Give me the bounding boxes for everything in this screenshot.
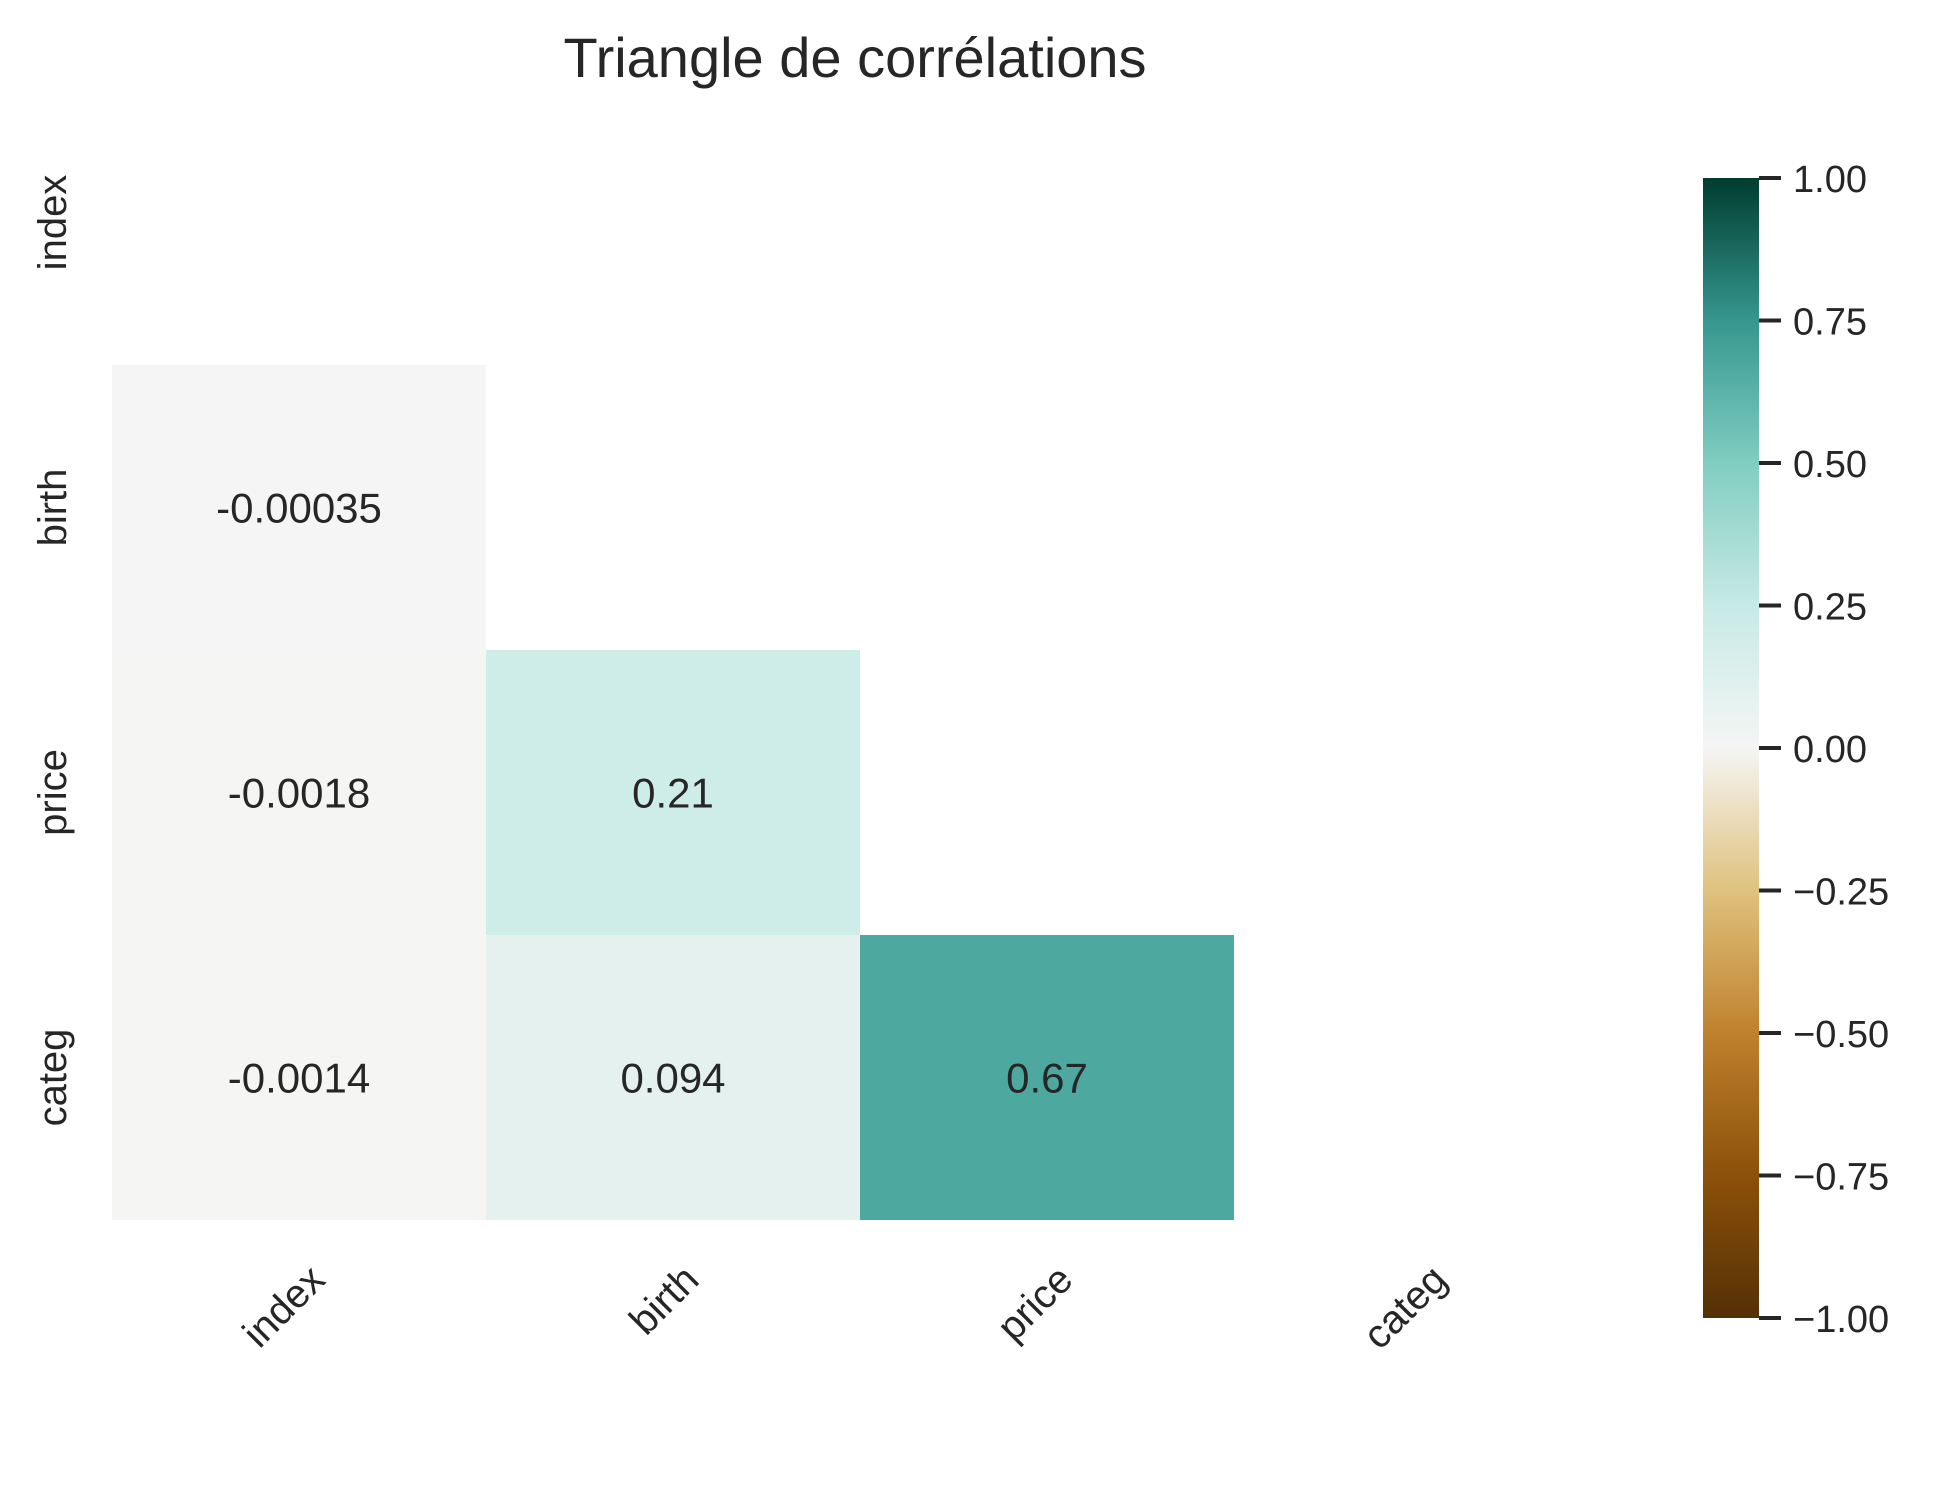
- x-tick-label-categ: categ: [1355, 1257, 1455, 1357]
- heatmap-cell-price-birth: [486, 650, 860, 935]
- colorbar-tick-label: 0.00: [1793, 729, 1867, 771]
- colorbar-tick-label: 0.50: [1793, 444, 1867, 486]
- colorbar-tick-label: −0.25: [1793, 872, 1889, 914]
- x-tick-label-index: index: [235, 1257, 334, 1356]
- colorbar: 1.00 0.75 0.50 0.25 0.00 −0.25 −0.50 −0.75 −1.00: [1703, 159, 1889, 1341]
- x-tick-label-birth: birth: [621, 1257, 707, 1343]
- y-tick-label-index: index: [31, 175, 75, 271]
- heatmap-cell-label-birth-index: -0.00035: [216, 485, 382, 532]
- y-tick-label-price: price: [31, 749, 75, 836]
- heatmap-cells: -0.00035 -0.0018 0.21 -0.0014 0.094 0.67: [112, 365, 1234, 1220]
- heatmap-cell-label-price-index: -0.0018: [228, 770, 370, 817]
- colorbar-tick-label: −0.75: [1793, 1157, 1889, 1199]
- colorbar-gradient: [1703, 178, 1759, 1318]
- x-tick-label-price: price: [989, 1257, 1081, 1349]
- chart-title: Triangle de corrélations: [563, 26, 1146, 89]
- heatmap-cell-label-categ-birth: 0.094: [620, 1055, 725, 1102]
- y-tick-label-categ: categ: [31, 1029, 75, 1127]
- heatmap-cell-label-categ-price: 0.67: [1006, 1055, 1088, 1102]
- colorbar-tick-label: 0.25: [1793, 587, 1867, 629]
- y-tick-label-birth: birth: [31, 469, 75, 547]
- colorbar-tick-label: −0.50: [1793, 1014, 1889, 1056]
- y-tick-labels: index birth price categ: [31, 175, 75, 1127]
- heatmap-cell-price-index: [112, 650, 486, 935]
- heatmap-cell-categ-birth: [486, 935, 860, 1220]
- colorbar-tick-label: 1.00: [1793, 159, 1867, 201]
- heatmap-cell-label-categ-index: -0.0014: [228, 1055, 370, 1102]
- colorbar-tick-label: −1.00: [1793, 1299, 1889, 1341]
- colorbar-tick-label: 0.75: [1793, 302, 1867, 344]
- heatmap-cell-birth-index: [112, 365, 486, 650]
- x-tick-labels: index birth price categ: [235, 1257, 1456, 1357]
- heatmap-cell-label-price-birth: 0.21: [632, 770, 714, 817]
- heatmap-cell-categ-price: [860, 935, 1234, 1220]
- heatmap-cell-categ-index: [112, 935, 486, 1220]
